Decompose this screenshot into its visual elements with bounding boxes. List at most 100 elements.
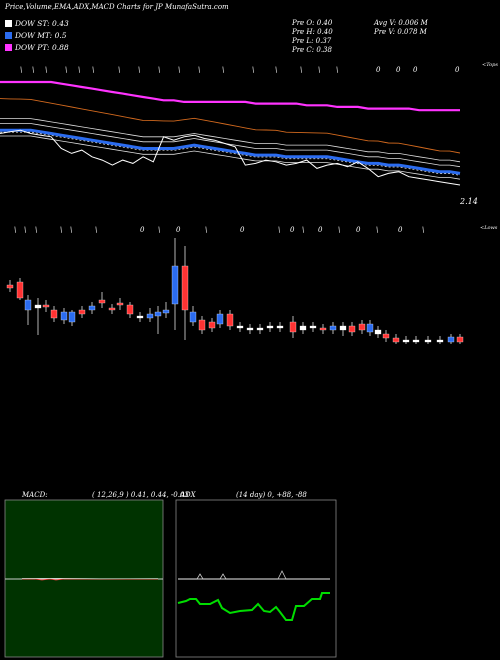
- candle-body: [136, 315, 144, 319]
- candle-body: [236, 325, 244, 329]
- candle-body: [98, 299, 106, 304]
- adx-background: [175, 499, 337, 658]
- candle-body: [146, 313, 154, 319]
- low-marker: \: [35, 226, 37, 234]
- candle-body: [374, 329, 382, 335]
- candle-body: [402, 339, 410, 343]
- low-marker: \: [302, 226, 304, 234]
- low-marker: \: [70, 226, 72, 234]
- top-marker: 0: [396, 66, 401, 74]
- candle-body: [126, 304, 134, 315]
- candle-body: [198, 319, 206, 331]
- low-marker: \: [422, 226, 424, 234]
- dow-mt-dash-line: [0, 131, 461, 176]
- candle-body: [108, 307, 116, 311]
- top-marker: \: [300, 66, 302, 74]
- candle-body: [78, 309, 86, 315]
- low-marker: 0: [176, 226, 181, 234]
- legend-dow-st: DOW ST: 0.43: [15, 19, 69, 28]
- prev-volume: Pre V: 0.078 M: [374, 28, 427, 36]
- top-marker: \: [158, 66, 160, 74]
- adx-line: [178, 570, 330, 580]
- macd-background: [4, 499, 164, 658]
- low-marker: \: [278, 226, 280, 234]
- low-marker: \: [14, 226, 16, 234]
- prev-low: Pre L: 0.37: [292, 37, 332, 45]
- top-marker: \: [20, 66, 22, 74]
- low-marker: 0: [140, 226, 145, 234]
- legend-swatch-st: [5, 20, 12, 27]
- candle-body: [116, 302, 124, 306]
- top-marker: \: [275, 66, 277, 74]
- candle-body: [348, 325, 356, 333]
- adx-title: ADX: [180, 491, 196, 499]
- dow-mt-line: [0, 128, 461, 175]
- price-chart: \ \ \ \ \ \ \ \ \ \ \ \ \ \ \ \ \ 0 0 0 0 \ \ \ \ \ \ 0 \ 0 \ 0 \ 0 \ 0 \ 0 \ 0…: [0, 66, 464, 344]
- top-marker: \: [45, 66, 47, 74]
- tops-label: <Tops: [482, 62, 498, 68]
- candle-body: [34, 304, 42, 309]
- low-marker: 0: [398, 226, 403, 234]
- top-marker: \: [178, 66, 180, 74]
- candle-body: [436, 339, 444, 343]
- candle-body: [162, 309, 170, 314]
- macd-params: ( 12,26,9 ) 0.41, 0.44, -0.03: [92, 491, 189, 499]
- prev-high: Pre H: 0.40: [292, 28, 333, 36]
- avg-volume: Avg V: 0.006 M: [374, 19, 428, 27]
- low-marker: \: [205, 226, 207, 234]
- top-marker: \: [65, 66, 67, 74]
- chart-title: Price,Volume,EMA,ADX,MACD Charts for JP …: [5, 3, 229, 11]
- candle-body: [16, 281, 24, 299]
- legend-swatch-pt: [5, 44, 12, 51]
- dow-st-line: [0, 129, 461, 186]
- low-marker: \: [24, 226, 26, 234]
- top-marker: \: [92, 66, 94, 74]
- top-marker: \: [118, 66, 120, 74]
- candle-body: [358, 323, 366, 331]
- top-marker: \: [138, 66, 140, 74]
- candle-body: [171, 265, 179, 305]
- candle-body: [424, 339, 432, 343]
- candle-body: [24, 299, 32, 311]
- candle-body: [6, 284, 14, 289]
- top-marker: \: [336, 66, 338, 74]
- low-marker: \: [158, 226, 160, 234]
- mid-band-upper-line: [0, 118, 461, 163]
- candle-body: [412, 339, 420, 343]
- candle-body: [289, 321, 297, 333]
- price-label: 2.14: [460, 197, 478, 206]
- candle-body: [299, 325, 307, 331]
- candle-body: [189, 311, 197, 323]
- prev-open: Pre O: 0.40: [292, 19, 333, 27]
- lows-label: <Lows: [480, 225, 498, 231]
- candle-body: [382, 333, 390, 339]
- candle-body: [246, 327, 254, 331]
- upper-band-line: [0, 98, 461, 154]
- top-marker: 0: [413, 66, 418, 74]
- top-marker: 0: [455, 66, 460, 74]
- candle-body: [88, 305, 96, 311]
- candle-body: [456, 336, 464, 343]
- top-marker: 0: [376, 66, 381, 74]
- top-marker: \: [318, 66, 320, 74]
- candle-body: [447, 336, 455, 343]
- low-marker: 0: [290, 226, 295, 234]
- lower-band-line: [0, 135, 461, 180]
- candle-body: [181, 265, 189, 311]
- low-marker: 0: [356, 226, 361, 234]
- legend-dow-pt: DOW PT: 0.88: [15, 43, 69, 52]
- prev-close: Pre C: 0.38: [292, 46, 332, 54]
- top-marker: \: [198, 66, 200, 74]
- candle-body: [50, 309, 58, 319]
- legend-swatch-mt: [5, 32, 12, 39]
- legend-dow-mt: DOW MT: 0.5: [15, 31, 67, 40]
- macd-title: MACD:: [22, 491, 48, 499]
- candle-body: [226, 313, 234, 327]
- candle-body: [216, 313, 224, 325]
- candle-body: [154, 311, 162, 317]
- macd-line: [22, 578, 158, 581]
- dow-pt-line: [0, 80, 460, 112]
- candle-body: [329, 325, 337, 331]
- candle-body: [42, 304, 50, 308]
- low-marker: 0: [240, 226, 245, 234]
